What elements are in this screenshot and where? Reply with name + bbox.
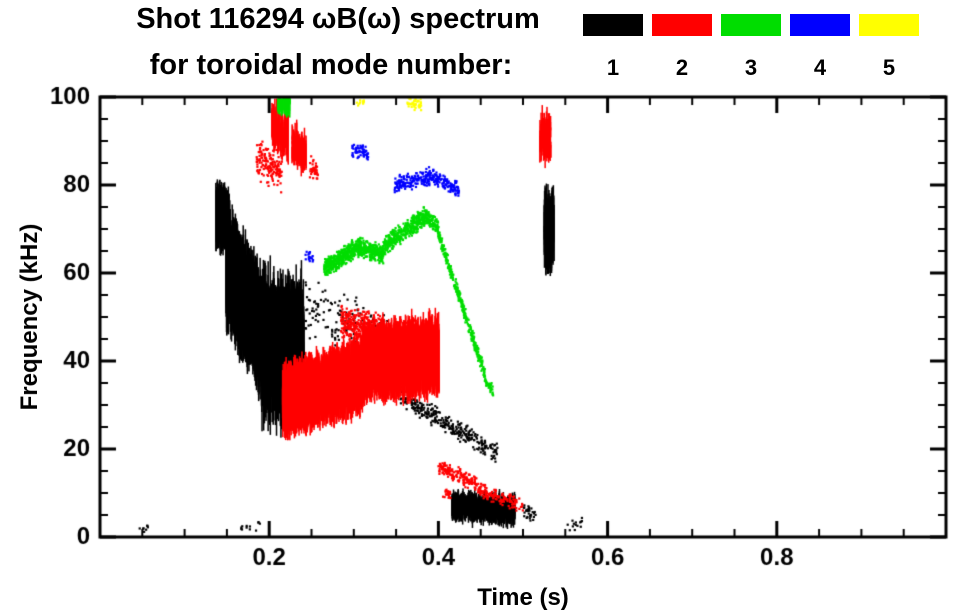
legend-label-n2: 2 [675,55,689,80]
legend-swatch-n4 [790,14,850,36]
legend-swatch-n2 [652,14,712,36]
legend-label-n3: 3 [744,55,758,80]
legend-swatch-n5 [859,14,919,36]
x-axis-label: Time (s) [477,584,569,611]
y-axis-label: Frequency (kHz) [16,223,43,411]
legend-label-n5: 5 [882,55,896,80]
legend-label-n1: 1 [606,55,620,80]
figure-title-line2: for toroidal mode number: [149,49,513,81]
legend-label-n4: 4 [813,55,827,80]
legend-mode-numbers: 1 2 3 4 5 [583,55,919,81]
figure-title-line1: Shot 116294 ωB(ω) spectrum [136,3,540,35]
legend-swatch-n1 [583,14,643,36]
legend-swatch-n3 [721,14,781,36]
legend-swatches [583,14,919,36]
